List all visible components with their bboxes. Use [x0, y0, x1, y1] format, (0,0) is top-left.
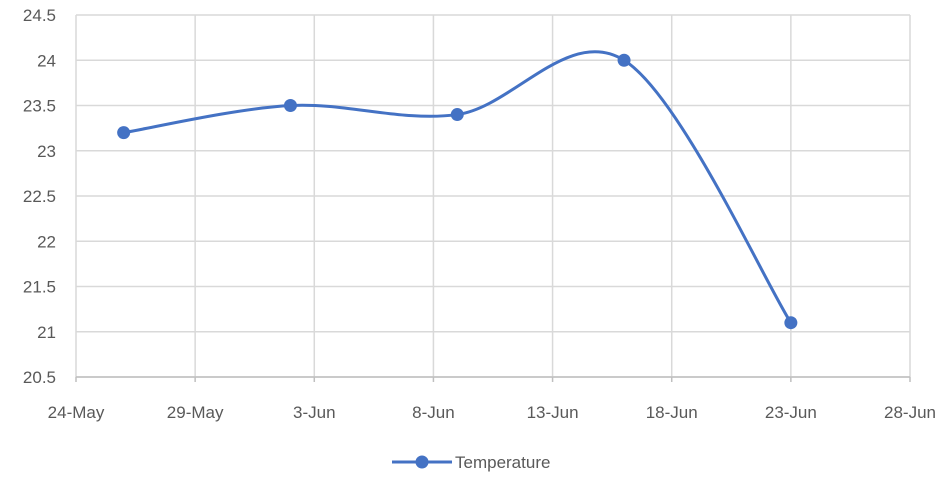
y-tick-label: 22.5: [23, 187, 56, 206]
series-temperature: [117, 50, 798, 330]
y-axis-ticks: 20.5 21 21.5 22 22.5 23 23.5 24 24.5: [23, 6, 56, 387]
y-tick-label: 23.5: [23, 97, 56, 116]
y-tick-label: 21: [37, 323, 56, 342]
y-tick-label: 21.5: [23, 278, 56, 297]
y-tick-label: 24: [37, 51, 56, 70]
legend-marker: [415, 455, 429, 469]
x-axis-ticks: 24-May 29-May 3-Jun 8-Jun 13-Jun 18-Jun 23-Jun…: [48, 403, 936, 422]
y-tick-label: 20.5: [23, 368, 56, 387]
data-point: [283, 99, 297, 112]
y-tick-label: 24.5: [23, 6, 56, 25]
y-tick-label: 23: [37, 142, 56, 161]
data-point: [617, 53, 631, 67]
x-tick-label: 13-Jun: [527, 403, 579, 422]
series-line: [123, 50, 793, 324]
x-tick-label: 29-May: [167, 403, 224, 422]
x-tick-label: 24-May: [48, 403, 105, 422]
x-tick-label: 8-Jun: [412, 403, 455, 422]
data-point: [117, 126, 131, 140]
data-point: [784, 316, 798, 330]
legend: Temperature: [392, 453, 550, 472]
x-tick-label: 3-Jun: [293, 403, 336, 422]
data-point: [450, 108, 464, 122]
x-tick-label: 23-Jun: [765, 403, 817, 422]
legend-label: Temperature: [455, 453, 550, 472]
grid: [75, 14, 911, 382]
x-tick-label: 18-Jun: [646, 403, 698, 422]
x-tick-label: 28-Jun: [884, 403, 936, 422]
y-tick-label: 22: [37, 232, 56, 251]
